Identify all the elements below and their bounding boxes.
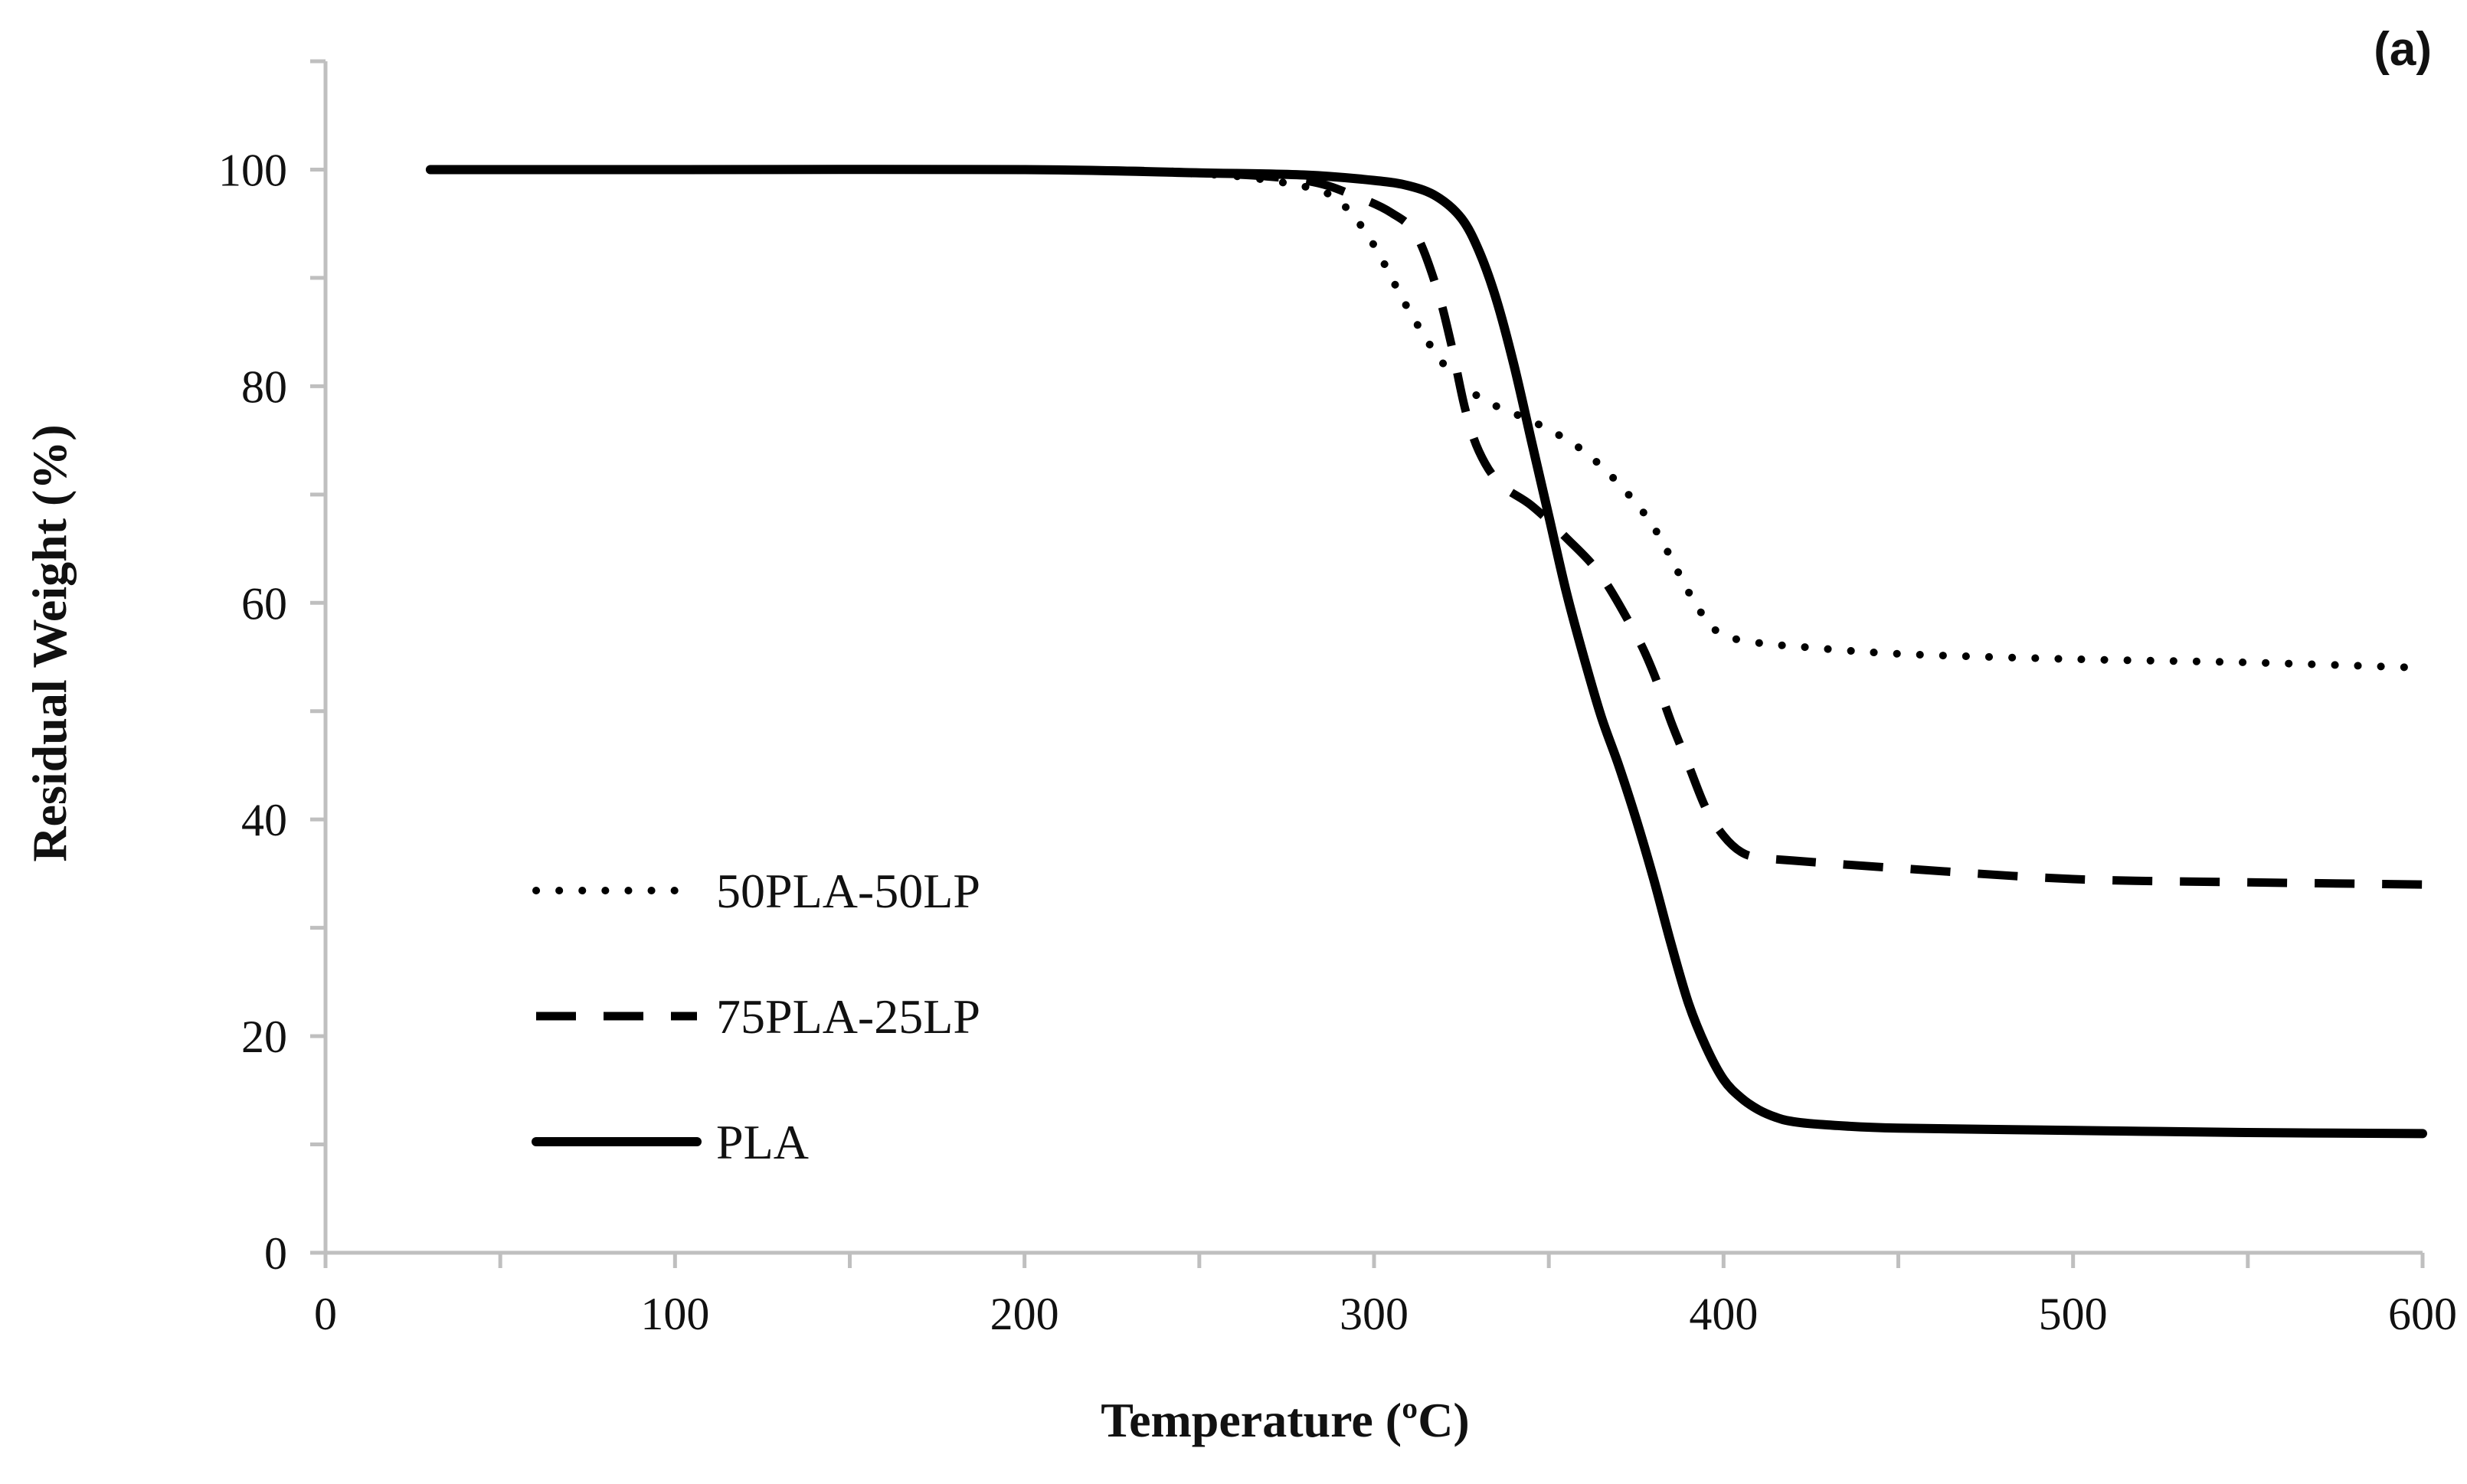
y-axis-title: Residual Weight (%) xyxy=(22,424,77,861)
x-tick-label: 500 xyxy=(2039,1289,2108,1339)
series-line-75pla-25lp xyxy=(430,165,2423,889)
x-tick-label: 100 xyxy=(640,1289,709,1339)
x-tick-label: 600 xyxy=(2388,1289,2457,1339)
series-line-pla xyxy=(425,165,2427,1139)
legend-label: 75PLA-25LP xyxy=(716,989,980,1044)
legend-label: PLA xyxy=(716,1115,809,1169)
y-tick-label: 0 xyxy=(264,1228,287,1279)
legend-label: 50PLA-50LP xyxy=(716,864,980,918)
x-tick-label: 0 xyxy=(314,1289,337,1339)
y-tick-label: 100 xyxy=(218,145,287,195)
y-tick-label: 80 xyxy=(241,361,287,412)
x-axis-title: Temperature (ºC) xyxy=(1101,1393,1469,1447)
x-ticks: 0 100 200 300 400 500 600 xyxy=(314,1253,2457,1339)
y-tick-label: 60 xyxy=(241,578,287,629)
y-tick-label: 20 xyxy=(241,1012,287,1062)
x-tick-label: 200 xyxy=(990,1289,1059,1339)
x-tick-label: 300 xyxy=(1340,1289,1409,1339)
series-group xyxy=(425,165,2427,1139)
y-tick-label: 40 xyxy=(241,795,287,845)
panel-label: (a) xyxy=(2374,23,2432,76)
x-tick-label: 400 xyxy=(1689,1289,1758,1339)
legend: 50PLA-50LP 75PLA-25LP PLA xyxy=(532,864,980,1169)
y-ticks: 0 20 40 60 80 100 xyxy=(218,59,326,1279)
axes: 0 20 40 60 80 100 0 100 200 300 400 500 600 xyxy=(218,59,2457,1339)
series-line-50pla-50lp xyxy=(426,165,2426,672)
